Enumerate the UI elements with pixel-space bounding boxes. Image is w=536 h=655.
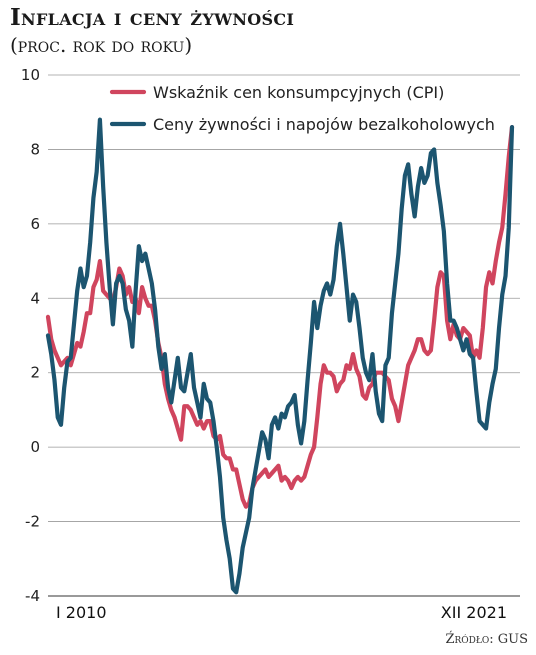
- source-note: Źródło: GUS: [445, 632, 528, 647]
- legend: Wskaźnik cen konsumpcyjnych (CPI) Ceny ży…: [109, 83, 495, 134]
- x-label-end: XII 2021: [441, 603, 507, 622]
- chart-title: Inflacja i ceny żywności: [10, 4, 295, 31]
- y-tick-label--4: -4: [25, 587, 40, 605]
- y-axis-ticks: -4 -2 0 2 4 6 8 10: [21, 66, 40, 605]
- y-tick-label--2: -2: [25, 513, 40, 531]
- y-tick-label-0: 0: [30, 438, 40, 456]
- legend-label-1: Wskaźnik cen konsumpcyjnych (CPI): [153, 83, 444, 102]
- legend-label-2: Ceny żywności i napojów bezalkoholowych: [153, 115, 495, 134]
- series-line-1: [45, 124, 515, 509]
- chart-subtitle: (proc. rok do roku): [10, 33, 193, 57]
- x-label-start: I 2010: [56, 603, 107, 622]
- x-axis-labels: I 2010 XII 2021: [56, 603, 507, 622]
- y-tick-label-6: 6: [30, 215, 40, 233]
- y-tick-label-4: 4: [30, 289, 40, 307]
- y-tick-label-8: 8: [30, 140, 40, 158]
- series-line-2: [45, 117, 515, 595]
- grid: [48, 74, 520, 597]
- series-lines: [45, 117, 515, 595]
- y-tick-label-10: 10: [21, 66, 40, 84]
- y-tick-label-2: 2: [30, 364, 40, 382]
